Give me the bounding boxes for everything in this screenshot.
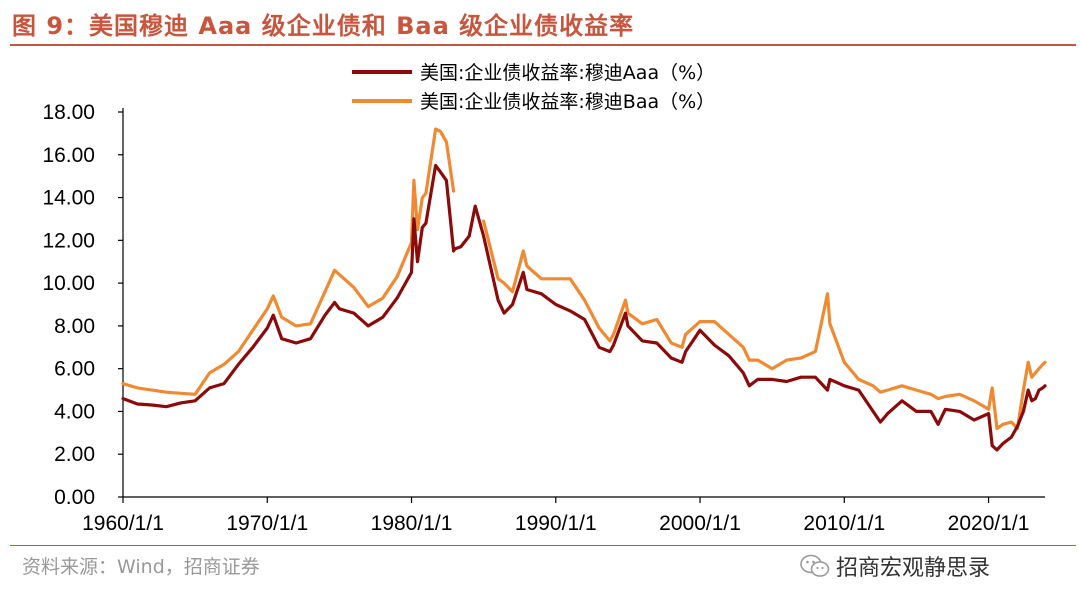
source-note: 资料来源：Wind，招商证券 [22,556,260,578]
x-tick-label: 2000/1/1 [659,512,741,535]
x-tick-label: 2010/1/1 [803,512,885,535]
x-tick-label: 1980/1/1 [371,512,453,535]
y-tick-label: 0.00 [54,486,95,509]
y-tick-label: 18.00 [42,101,95,124]
y-tick-label: 10.00 [42,272,95,295]
y-tick-label: 2.00 [54,443,95,466]
bottom-divider [10,545,1076,546]
title-divider [10,44,1076,46]
brand-name: 招商宏观静思录 [836,556,991,581]
x-tick-label: 2020/1/1 [948,512,1030,535]
y-tick-label: 16.00 [42,144,95,167]
x-tick-label: 1990/1/1 [515,512,597,535]
chart-axes: 0.00 2.00 4.00 6.00 8.00 10.00 12.00 14.00 16.00… [42,101,1045,535]
brand-watermark: 招商宏观静思录 [800,550,990,582]
wechat-icon [800,554,830,577]
y-tick-label: 8.00 [54,315,95,338]
series-line-baa [121,127,1047,431]
x-tick-label: 1960/1/1 [82,512,164,535]
series-line-aaa [121,163,1047,452]
legend-label-baa: 美国:企业债收益率:穆迪Baa（%） [420,91,715,113]
y-tick-label: 6.00 [54,358,95,381]
y-tick-label: 4.00 [54,400,95,423]
y-tick-label: 12.00 [42,229,95,252]
x-tick-label: 1970/1/1 [226,512,308,535]
chart-series [121,127,1047,452]
legend-label-aaa: 美国:企业债收益率:穆迪Aaa（%） [420,62,715,84]
figure-title: 图 9：美国穆迪 Aaa 级企业债和 Baa 级企业债收益率 [12,12,635,40]
y-tick-label: 14.00 [42,187,95,210]
chart-legend: 美国:企业债收益率:穆迪Aaa（%） 美国:企业债收益率:穆迪Baa（%） [352,62,715,113]
